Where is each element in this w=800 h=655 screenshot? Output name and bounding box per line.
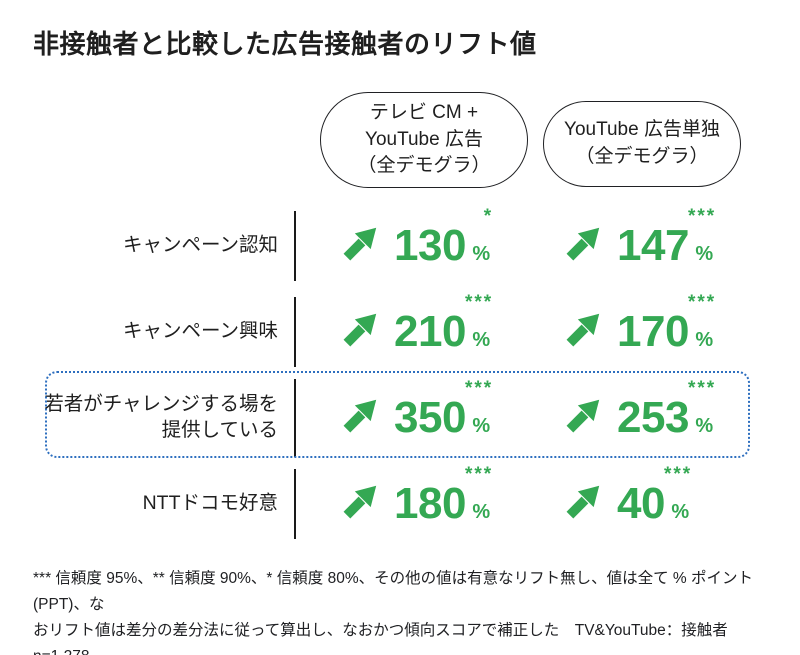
- column-header-line: YouTube 広告: [365, 128, 483, 150]
- lift-up-arrow-icon: [566, 313, 600, 347]
- percent-sign: %: [472, 501, 491, 523]
- percent-sign: %: [671, 501, 690, 523]
- value-cell-tvcm-youtube: *** 180 %: [296, 465, 526, 529]
- significance-stars: ***: [687, 292, 717, 313]
- column-header-text: テレビ CM + YouTube 広告 （全デモグラ）: [357, 100, 490, 180]
- lift-number: 253: [617, 393, 689, 442]
- table-row-campaign-interest: キャンペーン興味 *** 210 % ***: [0, 289, 800, 375]
- lift-up-arrow-icon: [343, 399, 377, 433]
- lift-value: *** 180 %: [394, 465, 491, 529]
- lift-up-arrow-icon: [566, 227, 600, 261]
- lift-number: 130: [394, 221, 466, 270]
- percent-sign: %: [695, 243, 714, 265]
- lift-number: 170: [617, 307, 689, 356]
- metrics-table: キャンペーン認知 * 130 % ***: [0, 203, 800, 547]
- lift-value: *** 170 %: [617, 293, 714, 357]
- page-title: 非接触者と比較した広告接触者のリフト値: [33, 29, 537, 59]
- lift-value: *** 210 %: [394, 293, 491, 357]
- significance-stars: ***: [664, 464, 693, 485]
- significance-stars: *: [483, 206, 494, 227]
- lift-value: *** 40 %: [617, 465, 690, 529]
- table-row-brand-message: 若者がチャレンジする場を 提供している *** 350 %: [0, 375, 800, 461]
- row-label: 若者がチャレンジする場を 提供している: [44, 393, 278, 441]
- column-header-youtube-only: YouTube 広告単独 （全デモグラ）: [543, 101, 741, 187]
- percent-sign: %: [695, 415, 714, 437]
- row-divider-line: [294, 297, 296, 367]
- lift-up-arrow-icon: [343, 485, 377, 519]
- row-divider-line: [294, 379, 296, 457]
- lift-value: * 130 %: [394, 207, 491, 271]
- row-divider-line: [294, 211, 296, 281]
- value-cell-tvcm-youtube: *** 350 %: [296, 379, 526, 443]
- row-label: キャンペーン認知: [122, 234, 278, 257]
- column-header-tvcm-youtube: テレビ CM + YouTube 広告 （全デモグラ）: [320, 92, 528, 188]
- column-header-line: テレビ CM +: [369, 102, 479, 124]
- significance-stars: ***: [464, 464, 494, 485]
- significance-stars: ***: [464, 378, 494, 399]
- significance-stars: ***: [687, 206, 717, 227]
- significance-stars: ***: [464, 292, 494, 313]
- lift-number: 210: [394, 307, 466, 356]
- lift-number: 147: [617, 221, 689, 270]
- row-divider-line: [294, 469, 296, 539]
- value-cell-youtube-only: *** 40 %: [526, 465, 756, 529]
- percent-sign: %: [695, 329, 714, 351]
- value-cell-youtube-only: *** 253 %: [526, 379, 756, 443]
- value-cell-youtube-only: *** 147 %: [526, 207, 756, 271]
- value-cell-tvcm-youtube: *** 210 %: [296, 293, 526, 357]
- column-header-line: （全デモグラ）: [575, 146, 709, 167]
- lift-value: *** 253 %: [617, 379, 714, 443]
- lift-number: 180: [394, 479, 466, 528]
- lift-up-arrow-icon: [343, 227, 377, 261]
- percent-sign: %: [472, 329, 491, 351]
- percent-sign: %: [472, 243, 491, 265]
- percent-sign: %: [472, 415, 491, 437]
- row-label: キャンペーン興味: [122, 320, 278, 343]
- footnote-line: おリフト値は差分の差分法に従って算出し、なおかつ傾向スコアで補正した TV&Yo…: [33, 622, 728, 655]
- table-row-campaign-awareness: キャンペーン認知 * 130 % ***: [0, 203, 800, 289]
- value-cell-youtube-only: *** 170 %: [526, 293, 756, 357]
- lift-up-arrow-icon: [343, 313, 377, 347]
- lift-value: *** 147 %: [617, 207, 714, 271]
- row-label: NTTドコモ好意: [142, 492, 278, 515]
- lift-value: *** 350 %: [394, 379, 491, 443]
- footnote: *** 信頼度 95%、** 信頼度 90%、* 信頼度 80%、その他の値は有…: [33, 566, 773, 655]
- lift-up-arrow-icon: [566, 485, 600, 519]
- value-cell-tvcm-youtube: * 130 %: [296, 207, 526, 271]
- significance-stars: ***: [687, 378, 717, 399]
- lift-number: 40: [617, 479, 665, 528]
- table-row-docomo-favorability: NTTドコモ好意 *** 180 % ***: [0, 461, 800, 547]
- lift-up-arrow-icon: [566, 399, 600, 433]
- footnote-line: *** 信頼度 95%、** 信頼度 90%、* 信頼度 80%、その他の値は有…: [33, 570, 753, 614]
- column-header-line: （全デモグラ）: [357, 155, 491, 177]
- column-header-text: YouTube 広告単独 （全デモグラ）: [564, 117, 720, 170]
- column-header-line: YouTube 広告単独: [564, 119, 720, 141]
- lift-number: 350: [394, 393, 466, 442]
